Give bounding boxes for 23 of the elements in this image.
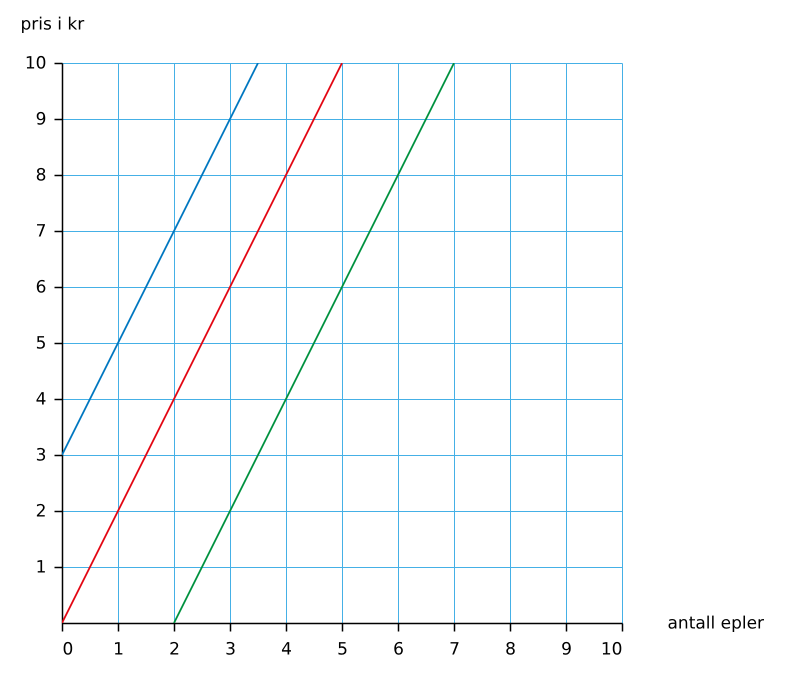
x-tick-label: 1 [113,640,124,660]
y-axis-title: pris i kr [20,14,84,34]
x-tick-label: 3 [225,640,236,660]
y-tick-label: 8 [36,166,46,186]
y-tick-label: 1 [36,558,46,578]
y-tick-label: 10 [24,54,46,74]
y-tick-label: 6 [36,278,46,298]
y-tick-label: 7 [36,222,46,242]
y-tick-label: 9 [36,110,46,130]
y-tick-label: 3 [36,446,46,466]
x-tick-label: 6 [393,640,404,660]
x-tick-label: 9 [561,640,572,660]
y-tick-label: 2 [36,502,46,522]
y-tick-label: 4 [36,390,46,410]
x-tick-label: 10 [600,640,622,660]
x-tick-label: 7 [449,640,460,660]
x-tick-label: 8 [505,640,516,660]
x-tick-label: 2 [169,640,180,660]
x-tick-label: 5 [337,640,348,660]
x-axis-title: antall epler [668,614,764,634]
x-tick-label: 0 [62,640,74,660]
y-tick-label: 5 [36,334,46,354]
x-tick-label: 4 [281,640,292,660]
